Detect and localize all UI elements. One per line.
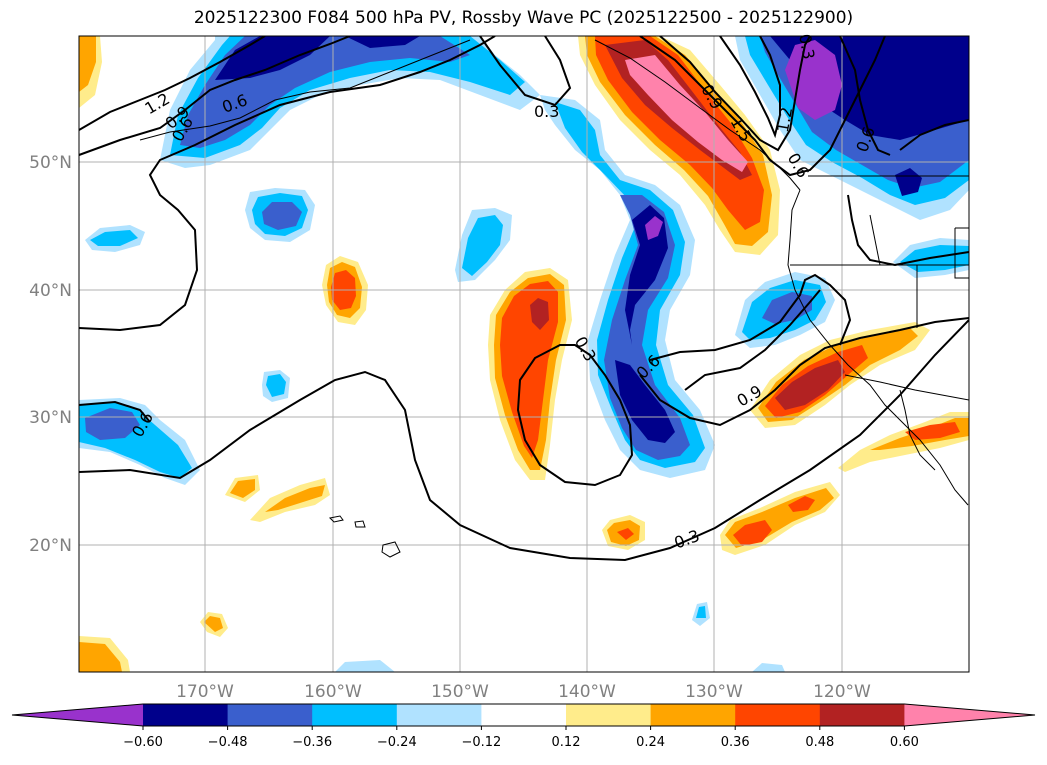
contour-line — [79, 36, 266, 131]
anomaly-patch — [733, 520, 772, 546]
anomaly-patch — [265, 485, 325, 512]
coastline — [787, 189, 969, 506]
lon-tick-label: 170°W — [176, 682, 234, 702]
colorbar-swatch — [227, 704, 313, 726]
colorbar-tick-label: 0.48 — [805, 735, 834, 750]
anomaly-patch — [230, 479, 255, 498]
lat-tick-label: 50°N — [29, 153, 72, 173]
contour-line — [839, 36, 891, 156]
anomaly-patch — [625, 205, 668, 345]
contour-line — [516, 344, 634, 487]
colorbar-tick-label: −0.60 — [123, 735, 163, 750]
anomaly-patch — [530, 298, 549, 330]
anomaly-patch — [204, 616, 223, 632]
contour-line — [899, 119, 969, 151]
pc-contours — [79, 36, 969, 562]
anomaly-patch — [215, 36, 330, 80]
lat-tick-label: 40°N — [29, 281, 72, 301]
contour-label: 0.3 — [795, 32, 818, 60]
map-frame — [78, 35, 970, 673]
contour-line — [79, 319, 969, 562]
contour-line — [719, 36, 781, 139]
lon-axis: 170°W 160°W 150°W 140°W 130°W 120°W — [176, 682, 871, 702]
graticule — [79, 36, 969, 672]
colorbar-swatch — [819, 704, 905, 726]
coastline — [139, 39, 471, 141]
border — [869, 214, 881, 266]
colorbar-swatch — [650, 704, 736, 726]
contour-line — [847, 194, 969, 267]
colorbar-tick-label: 0.24 — [636, 735, 665, 750]
island — [354, 520, 366, 528]
colorbar-extend-low — [12, 704, 143, 726]
contour-line — [79, 400, 151, 423]
coastline — [899, 389, 936, 471]
anomaly-patch — [79, 36, 96, 92]
anomaly-patch — [905, 422, 960, 440]
lon-tick-label: 150°W — [431, 682, 489, 702]
lon-tick-label: 130°W — [685, 682, 743, 702]
anomaly-patch — [617, 528, 634, 540]
colorbar-extend-high — [904, 704, 1035, 726]
anomaly-patch — [615, 360, 675, 443]
colorbar-tick-label: −0.36 — [292, 735, 332, 750]
contour-label: 0.3 — [534, 102, 559, 121]
anomaly-patch — [625, 55, 748, 172]
map-title: 2025122300 F084 500 hPa PV, Rossby Wave … — [193, 8, 854, 28]
colorbar-tick-label: −0.24 — [377, 735, 417, 750]
anomaly-patch — [752, 663, 785, 672]
colorbar-swatch — [143, 704, 229, 726]
lat-axis: 50°N 40°N 30°N 20°N — [29, 153, 72, 556]
contour-label: 1.2 — [773, 106, 796, 134]
anomaly-patch — [785, 40, 842, 120]
lon-tick-label: 160°W — [304, 682, 362, 702]
anomaly-patch — [266, 374, 286, 397]
colorbar-swatch — [566, 704, 652, 726]
island — [328, 515, 344, 523]
lat-tick-label: 20°N — [29, 536, 72, 556]
colorbar-swatch — [735, 704, 821, 726]
anomaly-patch — [462, 215, 503, 276]
colorbar-swatch — [396, 704, 482, 726]
coastline — [594, 39, 801, 191]
contour-line — [479, 36, 572, 107]
anomaly-patch — [85, 408, 140, 440]
coastlines — [139, 39, 969, 558]
lon-tick-label: 120°W — [813, 682, 871, 702]
anomaly-patch — [775, 360, 845, 410]
contour-line — [639, 317, 969, 427]
anomaly-patch — [79, 642, 122, 672]
colorbar-tick-label: 0.60 — [890, 735, 919, 750]
lat-tick-label: 30°N — [29, 408, 72, 428]
colorbar-tick-label: −0.12 — [461, 735, 501, 750]
contour-line — [639, 36, 886, 177]
shaded-anomalies — [79, 36, 969, 672]
anomaly-patch — [895, 168, 922, 196]
contour-line — [649, 273, 852, 361]
colorbar-swatch — [481, 704, 567, 726]
anomaly-patch — [262, 202, 302, 230]
colorbar-swatch — [312, 704, 398, 726]
lon-tick-label: 140°W — [558, 682, 616, 702]
anomaly-patch — [90, 230, 138, 246]
anomaly-patch — [696, 606, 706, 618]
contour-line — [659, 36, 811, 152]
anomaly-patch — [645, 216, 663, 240]
island — [381, 541, 401, 558]
contour-line — [79, 36, 496, 332]
contour-line — [684, 289, 821, 391]
contour-line — [79, 36, 351, 156]
anomaly-patch — [788, 496, 815, 512]
anomaly-patch — [345, 36, 420, 48]
colorbar-tick-label: 0.36 — [721, 735, 750, 750]
border — [844, 374, 969, 401]
border — [954, 227, 969, 279]
colorbar: −0.60 −0.48 −0.36 −0.24 −0.12 0.12 0.24 0.36 0.4… — [11, 703, 1036, 750]
colorbar-tick-label: −0.48 — [208, 735, 248, 750]
colorbar-tick-label: 0.12 — [552, 735, 581, 750]
anomaly-patch — [335, 660, 395, 672]
